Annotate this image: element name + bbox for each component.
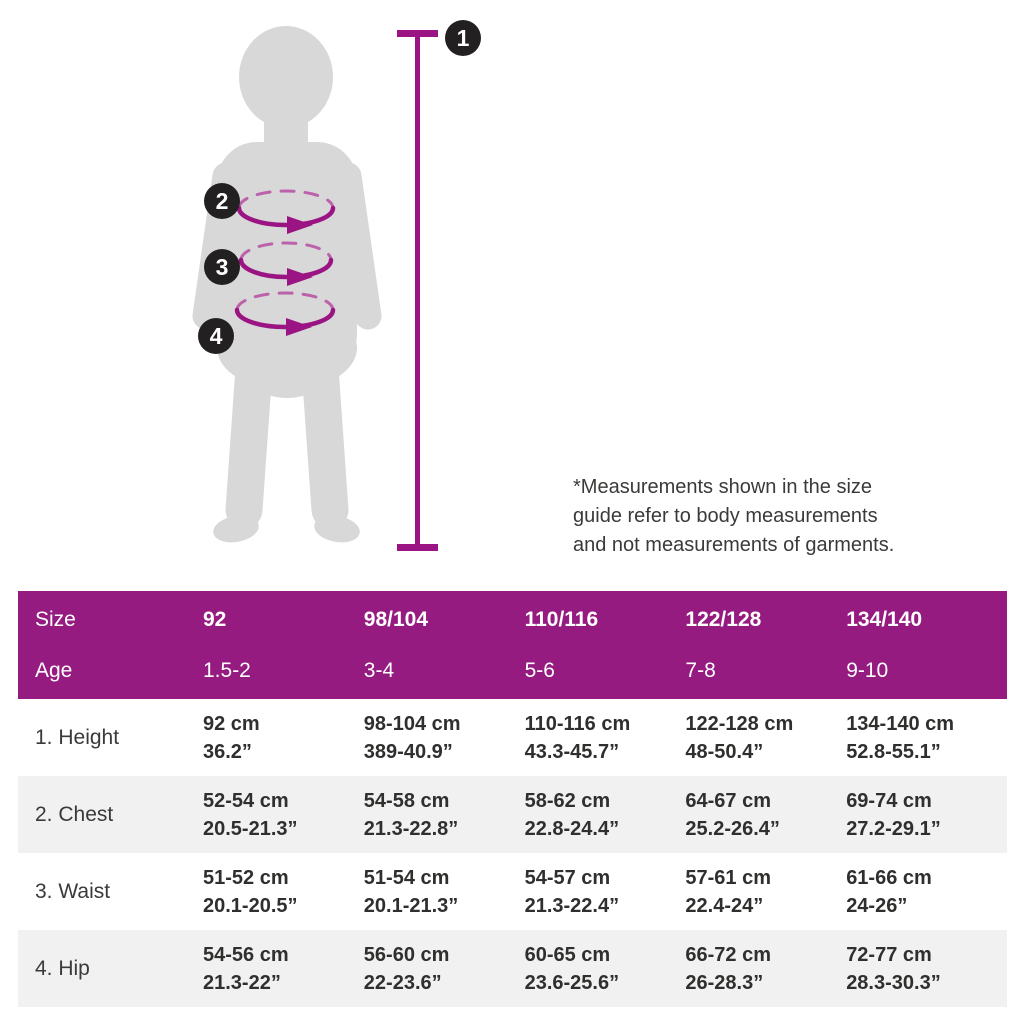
height-cell-3: 110-116 cm 43.3-45.7” [524,712,631,763]
marker-4-hip-badge: 4 [198,318,234,354]
size-col-3: 110/116 [524,607,599,631]
age-col-4: 7-8 [685,658,716,682]
hip-girth-arrow [234,291,336,336]
waist-girth-arrow [238,241,334,286]
chest-girth-arrow [236,189,336,234]
chest-cell-3: 58-62 cm 22.8-24.4” [524,789,620,840]
age-header-row: Age 1.5-2 3-4 5-6 7-8 9-10 [18,645,1007,696]
row-label-height: 1. Height [35,725,120,749]
row-label-chest: 2. Chest [35,802,114,826]
table-row-waist: 3. Waist 51-52 cm 20.1-20.5” 51-54 cm 20.1… [18,853,1007,930]
size-guide-table: Size 92 98/104 110/116 122/128 134/140 A… [18,591,1007,1007]
table-row-chest: 2. Chest 52-54 cm 20.5-21.3” 54-58 cm 21.3… [18,776,1007,853]
marker-1-label: 1 [456,24,470,51]
waist-cell-2: 51-54 cm 20.1-21.3” [363,866,459,917]
table-header: Size 92 98/104 110/116 122/128 134/140 A… [18,591,1007,699]
marker-2-chest-badge: 2 [204,183,240,219]
note-line-3: and not measurements of garments. [573,534,895,556]
chest-cell-2: 54-58 cm 21.3-22.8” [363,789,459,840]
hip-cell-2: 56-60 cm 22-23.6” [363,943,450,994]
hip-cell-3: 60-65 cm 23.6-25.6” [524,943,620,994]
hip-cell-4: 66-72 cm 26-28.3” [685,943,772,994]
size-header-label: Size [35,607,76,631]
measurement-diagram [192,26,438,551]
size-col-4: 122/128 [685,607,762,631]
marker-1-height-badge: 1 [445,20,481,56]
size-col-1: 92 [203,607,227,631]
row-label-hip: 4. Hip [35,956,90,980]
waist-cell-5: 61-66 cm 24-26” [846,866,932,917]
waist-cell-4: 57-61 cm 22.4-24” [685,866,772,917]
age-col-1: 1.5-2 [203,658,251,682]
size-col-5: 134/140 [846,607,923,631]
age-col-2: 3-4 [363,658,395,682]
height-cell-1: 92 cm 36.2” [203,712,260,763]
hip-cell-1: 54-56 cm 21.3-22” [203,943,289,994]
hip-cell-5: 72-77 cm 28.3-30.3” [846,943,941,994]
table-row-hip: 4. Hip 54-56 cm 21.3-22” 56-60 cm 22-23.6”… [18,930,1007,1007]
height-cell-5: 134-140 cm 52.8-55.1” [846,712,955,763]
age-col-5: 9-10 [846,658,889,682]
note-line-2: guide refer to body measurements [573,505,878,527]
height-measure-line [397,30,438,551]
marker-4-label: 4 [209,322,223,349]
marker-3-label: 3 [215,253,229,280]
height-cell-4: 122-128 cm 48-50.4” [685,712,794,763]
row-label-waist: 3. Waist [35,879,111,903]
child-silhouette-icon [192,26,382,543]
measurements-note: *Measurements shown in the size guide re… [573,473,894,560]
chest-cell-4: 64-67 cm 25.2-26.4” [685,789,780,840]
age-col-3: 5-6 [524,658,555,682]
marker-2-label: 2 [215,187,229,214]
size-col-2: 98/104 [363,607,429,631]
age-header-label: Age [35,658,73,682]
chest-cell-5: 69-74 cm 27.2-29.1” [846,789,941,840]
note-line-1: *Measurements shown in the size [573,476,873,498]
marker-3-waist-badge: 3 [204,249,240,285]
waist-cell-1: 51-52 cm 20.1-20.5” [203,866,298,917]
height-cell-2: 98-104 cm 389-40.9” [363,712,461,763]
chest-cell-1: 52-54 cm 20.5-21.3” [203,789,298,840]
size-header-row: Size 92 98/104 110/116 122/128 134/140 [18,594,1007,645]
waist-cell-3: 54-57 cm 21.3-22.4” [524,866,620,917]
table-row-height: 1. Height 92 cm 36.2” 98-104 cm 389-40.9” … [18,699,1007,776]
